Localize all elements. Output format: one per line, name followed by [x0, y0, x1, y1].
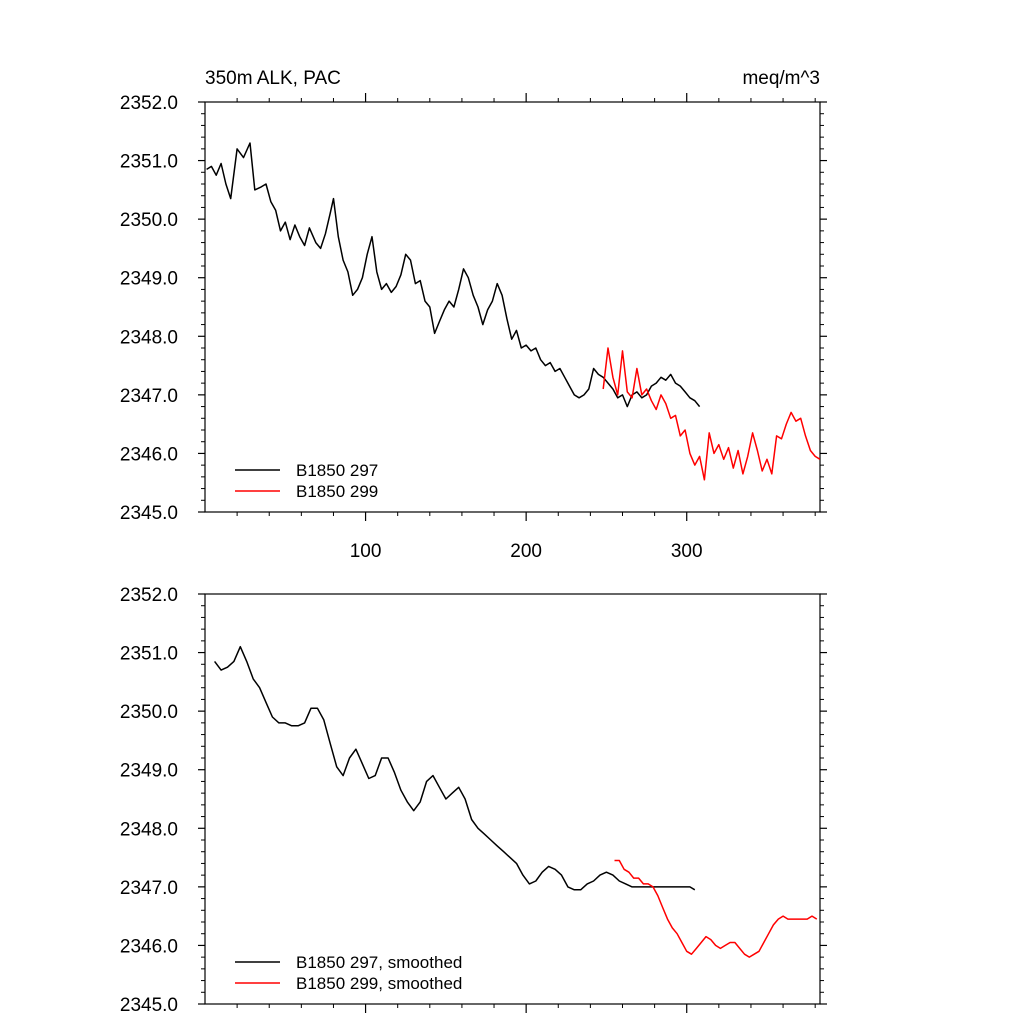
y-tick-label: 2347.0: [120, 878, 178, 899]
y-tick-label: 2348.0: [120, 819, 178, 840]
y-tick-label: 2351.0: [120, 152, 178, 173]
series-line-1: [206, 142, 701, 408]
plot-frame: [204, 593, 821, 1005]
y-tick-label: 2352.0: [120, 93, 178, 114]
legend-label: B1850 297, smoothed: [296, 953, 462, 972]
y-tick-label: 2347.0: [120, 386, 178, 407]
y-tick-label: 2350.0: [120, 210, 178, 231]
y-tick-label: 2352.0: [120, 585, 178, 606]
series-line-2: [602, 347, 820, 481]
x-tick-label: 300: [671, 541, 703, 562]
y-tick-label: 2348.0: [120, 327, 178, 348]
chart-panel-top: 2345.0 2346.0 2347.0 2348.0 2349.0 2350.0 2351…: [120, 68, 827, 562]
series-line-1: [213, 645, 696, 891]
y-tick-label: 2345.0: [120, 503, 178, 524]
y-tick-label: 2350.0: [120, 702, 178, 723]
y-tick-label: 2349.0: [120, 761, 178, 782]
legend-label: B1850 299: [296, 482, 378, 501]
y-tick-label: 2346.0: [120, 444, 178, 465]
chart-units: meq/m^3: [742, 68, 820, 89]
legend-label: B1850 299, smoothed: [296, 974, 462, 993]
y-tick-label: 2349.0: [120, 269, 178, 290]
chart-panel-bottom: 2345.0 2346.0 2347.0 2348.0 2349.0 2350.0 2351…: [120, 585, 827, 1016]
x-tick-label: 100: [350, 541, 382, 562]
plot-frame: [204, 101, 821, 513]
y-tick-label: 2351.0: [120, 644, 178, 665]
y-tick-label: 2345.0: [120, 995, 178, 1016]
x-tick-label: 200: [510, 541, 542, 562]
y-tick-label: 2346.0: [120, 936, 178, 957]
chart-title: 350m ALK, PAC: [205, 68, 341, 89]
legend-label: B1850 297: [296, 461, 378, 480]
series-line-2: [614, 859, 818, 958]
